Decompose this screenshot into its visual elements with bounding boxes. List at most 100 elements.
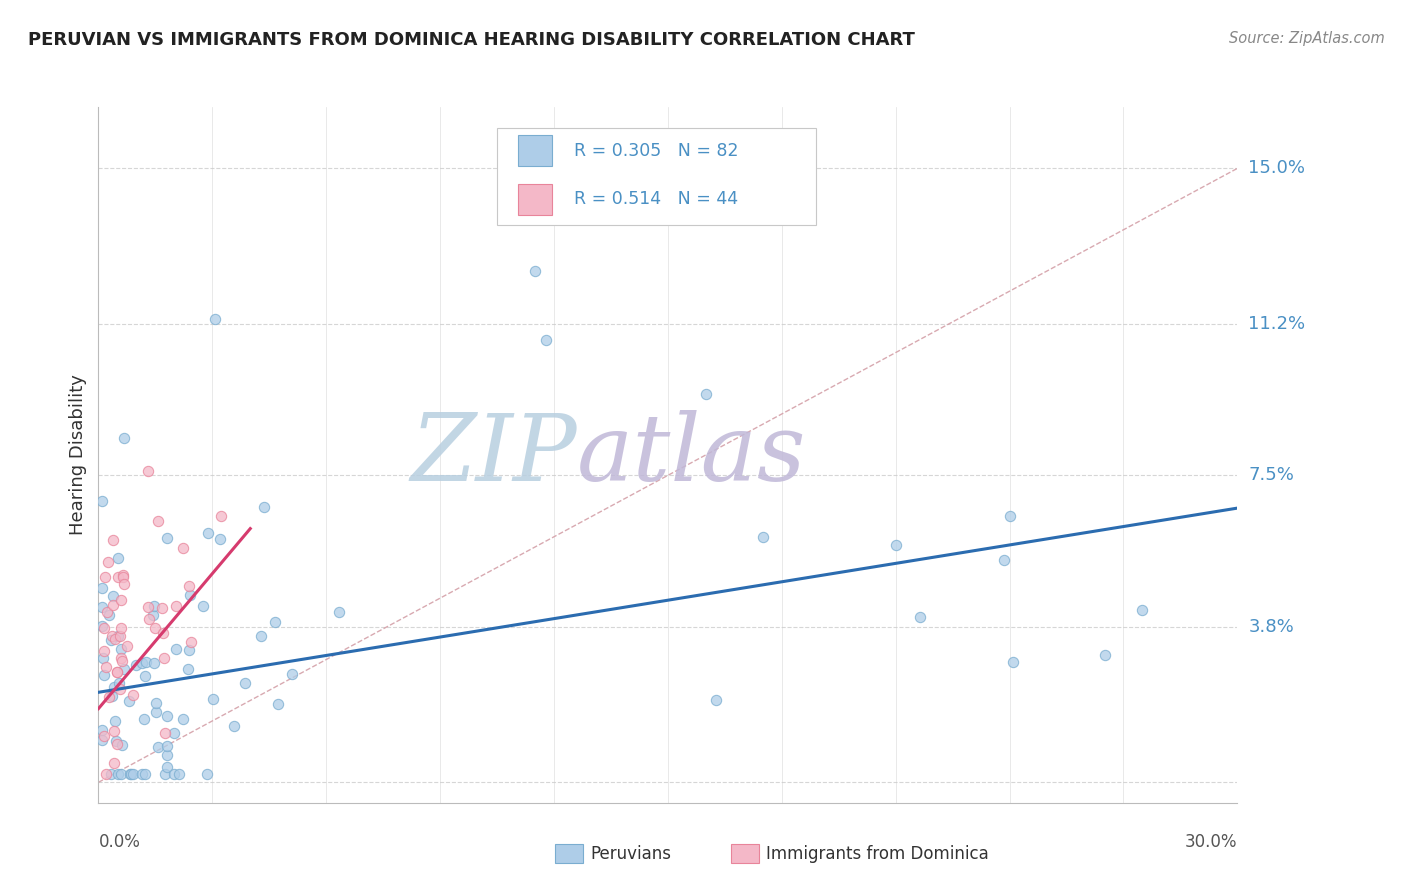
- Point: [107, 550, 129, 565]
- Text: Peruvians: Peruvians: [591, 845, 672, 863]
- Point: [209, 508, 232, 523]
- Point: [111, 654, 134, 668]
- Point: [118, 767, 141, 781]
- Point: [135, 656, 157, 670]
- Point: [91, 494, 114, 508]
- Point: [143, 599, 166, 613]
- Point: [752, 530, 775, 544]
- Point: [112, 567, 135, 582]
- Text: PERUVIAN VS IMMIGRANTS FROM DOMINICA HEARING DISABILITY CORRELATION CHART: PERUVIAN VS IMMIGRANTS FROM DOMINICA HEA…: [28, 31, 915, 49]
- Point: [122, 688, 145, 702]
- Point: [267, 697, 290, 711]
- Point: [112, 431, 135, 445]
- Point: [145, 705, 167, 719]
- Point: [208, 532, 231, 546]
- Text: 11.2%: 11.2%: [1249, 315, 1306, 333]
- Point: [103, 756, 125, 770]
- Point: [134, 767, 156, 781]
- Text: 3.8%: 3.8%: [1249, 618, 1294, 636]
- Point: [524, 264, 547, 278]
- Text: Source: ZipAtlas.com: Source: ZipAtlas.com: [1229, 31, 1385, 46]
- Point: [97, 556, 120, 570]
- Point: [131, 656, 153, 670]
- Point: [138, 599, 160, 614]
- Text: 7.5%: 7.5%: [1249, 467, 1295, 484]
- Point: [172, 712, 194, 726]
- Point: [101, 589, 124, 603]
- Y-axis label: Hearing Disability: Hearing Disability: [69, 375, 87, 535]
- Point: [153, 650, 176, 665]
- Point: [138, 612, 160, 626]
- Point: [156, 739, 179, 753]
- Point: [105, 665, 128, 680]
- Text: 30.0%: 30.0%: [1185, 833, 1237, 851]
- Text: 15.0%: 15.0%: [1249, 160, 1305, 178]
- Point: [120, 767, 142, 781]
- Point: [134, 669, 156, 683]
- Point: [165, 599, 187, 613]
- Point: [101, 598, 124, 612]
- Point: [156, 708, 179, 723]
- Point: [122, 767, 145, 781]
- Point: [111, 739, 134, 753]
- Point: [91, 650, 114, 665]
- Point: [93, 622, 115, 636]
- Point: [124, 658, 146, 673]
- Point: [884, 538, 907, 552]
- Point: [993, 552, 1015, 566]
- Point: [179, 579, 201, 593]
- Point: [110, 593, 132, 607]
- Point: [100, 767, 122, 781]
- Point: [536, 334, 558, 348]
- Point: [1094, 648, 1116, 662]
- Point: [156, 531, 179, 545]
- Point: [1132, 603, 1154, 617]
- Point: [155, 747, 177, 762]
- Point: [264, 615, 287, 629]
- Point: [112, 577, 135, 591]
- Point: [191, 599, 214, 614]
- Point: [94, 660, 117, 674]
- Point: [150, 601, 173, 615]
- Point: [104, 632, 127, 646]
- Point: [179, 588, 201, 602]
- Point: [110, 767, 132, 781]
- Text: 0.0%: 0.0%: [98, 833, 141, 851]
- Point: [253, 500, 276, 514]
- Bar: [517, 184, 551, 215]
- Point: [177, 662, 200, 676]
- Point: [233, 676, 256, 690]
- Point: [103, 680, 125, 694]
- Point: [112, 569, 135, 583]
- Point: [249, 629, 271, 643]
- Point: [908, 610, 931, 624]
- Point: [105, 737, 128, 751]
- Point: [704, 692, 727, 706]
- Point: [96, 605, 118, 619]
- Point: [91, 723, 114, 737]
- Point: [94, 570, 117, 584]
- Point: [97, 608, 120, 623]
- Point: [110, 621, 132, 635]
- Point: [100, 629, 122, 643]
- Point: [107, 676, 129, 690]
- Point: [695, 386, 717, 401]
- Point: [195, 767, 218, 781]
- Point: [177, 642, 200, 657]
- Point: [98, 690, 121, 704]
- FancyBboxPatch shape: [498, 128, 815, 226]
- Bar: [517, 135, 551, 166]
- Point: [197, 526, 219, 541]
- Point: [152, 626, 174, 640]
- Point: [91, 599, 114, 614]
- Point: [104, 714, 127, 729]
- Text: R = 0.514   N = 44: R = 0.514 N = 44: [575, 190, 738, 208]
- Point: [93, 729, 115, 743]
- Point: [100, 633, 122, 648]
- Point: [155, 726, 177, 740]
- Point: [94, 767, 117, 781]
- Point: [110, 641, 132, 656]
- Point: [162, 726, 184, 740]
- Point: [136, 464, 159, 478]
- Point: [93, 643, 115, 657]
